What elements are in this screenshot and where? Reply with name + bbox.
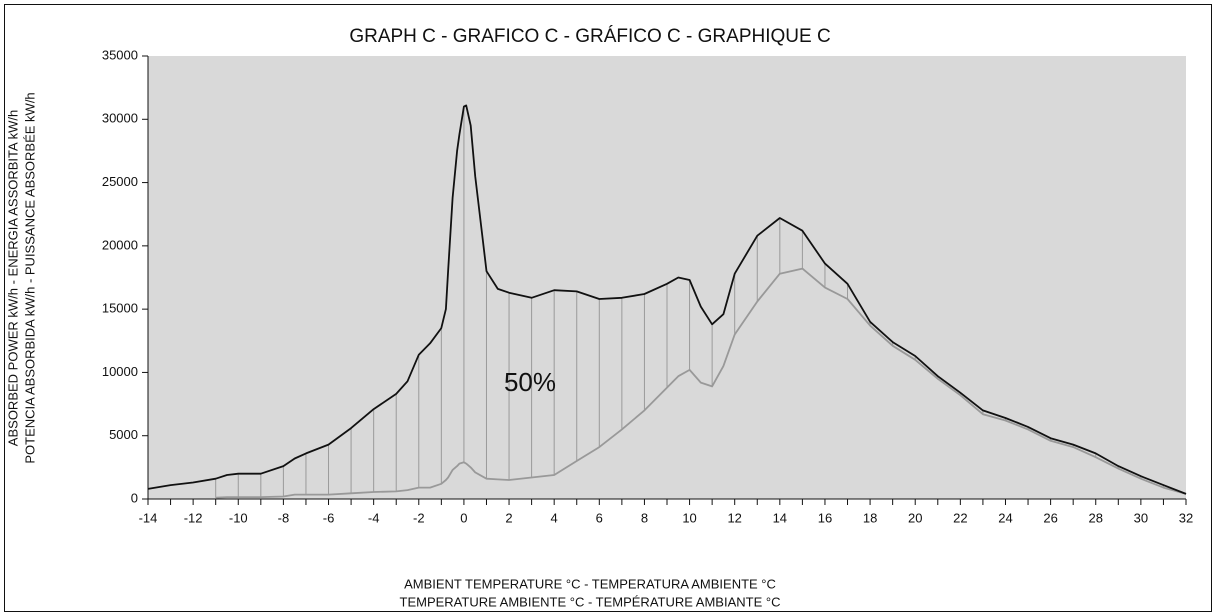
x-tick-label: -14	[139, 510, 158, 525]
y-tick-label: 35000	[102, 47, 138, 62]
annotation: 50%	[504, 367, 556, 397]
x-axis-label: TEMPERATURE AMBIENTE °C - TEMPÉRATURE AM…	[400, 594, 781, 609]
x-tick-label: -10	[229, 510, 248, 525]
x-tick-label: 30	[1134, 510, 1148, 525]
series-line	[147, 104, 1187, 495]
y-tick-label: 25000	[102, 174, 138, 189]
y-tick-label: 20000	[102, 237, 138, 252]
y-tick-label: 30000	[102, 111, 138, 126]
chart-title: GRAPH C - GRAFICO C - GRÁFICO C - GRAPHI…	[349, 26, 830, 47]
y-tick-label: 5000	[109, 427, 138, 442]
x-tick-label: 10	[682, 510, 696, 525]
x-tick-label: -4	[368, 510, 380, 525]
x-tick-label: 16	[818, 510, 832, 525]
x-tick-label: 8	[641, 510, 648, 525]
x-tick-label: -6	[323, 510, 335, 525]
x-tick-label: 2	[505, 510, 512, 525]
x-tick-label: -2	[413, 510, 425, 525]
x-tick-label: -8	[278, 510, 290, 525]
x-tick-label: -12	[184, 510, 203, 525]
plot-area	[148, 56, 1186, 499]
y-tick-label: 15000	[102, 301, 138, 316]
x-tick-label: 28	[1089, 510, 1103, 525]
y-tick-label: 10000	[102, 364, 138, 379]
y-axis-label: POTENCIA ABSORBIDA kW/h - PUISSANCE ABSO…	[22, 92, 37, 463]
x-tick-label: 14	[773, 510, 787, 525]
x-tick-label: 22	[953, 510, 967, 525]
x-tick-label: 4	[551, 510, 558, 525]
x-tick-label: 20	[908, 510, 922, 525]
x-tick-label: 12	[727, 510, 741, 525]
x-axis-label: AMBIENT TEMPERATURE °C - TEMPERATURA AMB…	[404, 576, 776, 591]
x-tick-label: 18	[863, 510, 877, 525]
y-tick-label: 0	[131, 490, 138, 505]
frame	[4, 4, 1212, 612]
y-axis-label: ABSORBED POWER kW/h - ENERGIA ASSORBITA …	[5, 110, 20, 446]
x-tick-label: 24	[998, 510, 1012, 525]
x-tick-label: 6	[596, 510, 603, 525]
x-tick-label: 32	[1179, 510, 1193, 525]
x-tick-label: 26	[1043, 510, 1057, 525]
x-tick-label: 0	[460, 510, 467, 525]
series-line	[215, 267, 1187, 499]
